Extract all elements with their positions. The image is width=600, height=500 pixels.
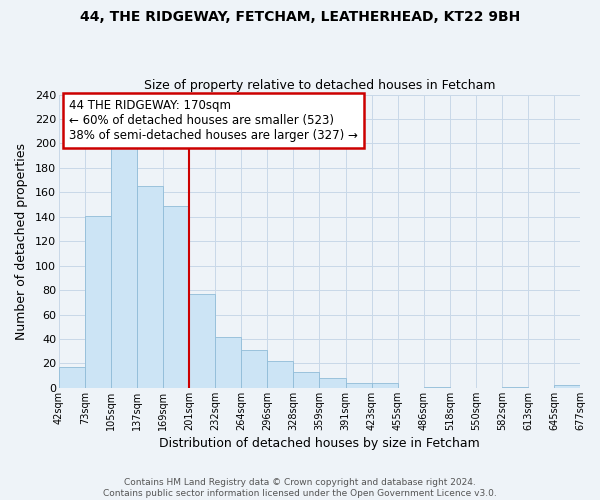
Bar (293, 372, 319, 388)
Bar (268, 361, 293, 388)
Text: 44 THE RIDGEWAY: 170sqm
← 60% of detached houses are smaller (523)
38% of semi-d: 44 THE RIDGEWAY: 170sqm ← 60% of detache… (70, 99, 358, 142)
Bar (189, 294, 215, 388)
Bar (85, 216, 111, 388)
Bar (241, 350, 268, 388)
Text: 44, THE RIDGEWAY, FETCHAM, LEATHERHEAD, KT22 9BH: 44, THE RIDGEWAY, FETCHAM, LEATHERHEAD, … (80, 10, 520, 24)
Bar (319, 378, 346, 388)
X-axis label: Distribution of detached houses by size in Fetcham: Distribution of detached houses by size … (159, 437, 480, 450)
Title: Size of property relative to detached houses in Fetcham: Size of property relative to detached ho… (144, 79, 495, 92)
Bar (346, 383, 371, 388)
Bar (163, 206, 189, 388)
Bar (554, 386, 580, 388)
Text: Contains HM Land Registry data © Crown copyright and database right 2024.
Contai: Contains HM Land Registry data © Crown c… (103, 478, 497, 498)
Bar (137, 186, 163, 388)
Bar (215, 336, 241, 388)
Bar (111, 146, 137, 388)
Bar (371, 383, 398, 388)
Bar (424, 386, 450, 388)
Bar (502, 386, 528, 388)
Y-axis label: Number of detached properties: Number of detached properties (15, 142, 28, 340)
Bar (59, 367, 85, 388)
